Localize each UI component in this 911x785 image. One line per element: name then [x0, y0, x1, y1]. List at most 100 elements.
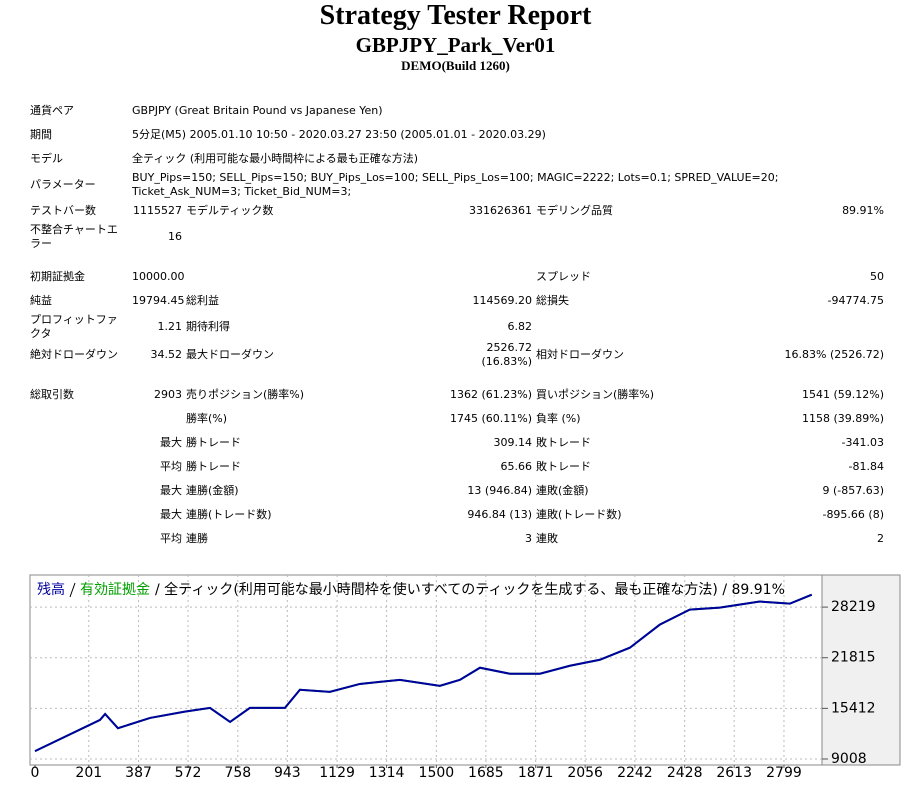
- x-tick-label: 572: [175, 765, 202, 781]
- table-cell: 期間: [30, 128, 52, 141]
- table-row: 最大 連勝(金額) 13 (946.84) 連敗(金額) 9 (-857.63): [28, 479, 886, 503]
- table-cell: 初期証拠金: [30, 270, 85, 283]
- table-cell: 10000.00: [132, 270, 185, 283]
- table-cell: 16: [168, 230, 182, 243]
- y-tick-label: 21815: [831, 650, 876, 666]
- table-cell: 3: [525, 532, 532, 545]
- x-tick-label: 1129: [319, 765, 355, 781]
- table-row: 勝率(%) 1745 (60.11%) 負率 (%) 1158 (39.89%): [28, 407, 886, 431]
- table-cell: GBPJPY (Great Britain Pound vs Japanese …: [132, 104, 383, 117]
- table-cell: プロフィットファクタ: [30, 313, 118, 340]
- table-cell: 1.21: [157, 320, 183, 333]
- table-cell: 敗トレード: [536, 436, 591, 449]
- table-cell: 19794.45: [132, 294, 185, 307]
- report-build: DEMO(Build 1260): [401, 58, 510, 73]
- table-cell: 65.66: [500, 460, 533, 473]
- table-cell: 勝トレード: [186, 436, 241, 449]
- table-cell: 期待利得: [186, 320, 230, 333]
- table-cell: -94774.75: [827, 294, 885, 307]
- table-cell: 9 (-857.63): [822, 484, 885, 497]
- table-cell: モデルティック数: [186, 204, 274, 217]
- y-tick-label: 28219: [831, 599, 876, 615]
- table-cell: 1745 (60.11%): [449, 412, 532, 425]
- table-cell: モデリング品質: [536, 204, 613, 217]
- table-cell: 売りポジション(勝率%): [186, 388, 305, 401]
- table-cell: 50: [870, 270, 885, 283]
- table-row: 総取引数 2903 売りポジション(勝率%) 1362 (61.23%) 買いポジション…: [28, 369, 886, 407]
- x-tick-label: 2428: [667, 765, 703, 781]
- table-row: 最大 連勝(トレード数) 946.84 (13) 連敗(トレード数) -895.66 (…: [28, 503, 886, 527]
- series-line: [34, 593, 813, 753]
- legend-entry: 有効証拠金: [80, 582, 150, 598]
- table-cell: パラメーター: [30, 178, 96, 191]
- table-cell: 1541 (59.12%): [801, 388, 885, 401]
- x-tick-label: 1871: [518, 765, 554, 781]
- table-cell: 連勝(金額): [186, 484, 239, 497]
- legend-entry: 残高: [37, 581, 65, 598]
- table-cell: 16.83% (2526.72): [784, 348, 885, 361]
- x-tick-label: 1314: [369, 765, 405, 781]
- table-cell: 絶対ドローダウン: [30, 348, 118, 361]
- table-cell: -81.84: [848, 460, 885, 473]
- table-cell: 買いポジション(勝率%): [536, 388, 655, 401]
- x-tick-label: 943: [274, 765, 301, 781]
- table-cell: 2: [877, 532, 885, 545]
- table-cell: 総取引数: [30, 388, 74, 401]
- table-cell: 1362 (61.23%): [449, 388, 532, 401]
- table-cell: 最大: [160, 508, 182, 521]
- report-table: 通貨ペア GBPJPY (Great Britain Pound vs Japan…: [28, 99, 886, 551]
- table-cell: モデル: [30, 152, 63, 165]
- table-cell: 946.84 (13): [467, 508, 532, 521]
- table-row: パラメーター BUY_Pips=150; SELL_Pips=150; BUY_P…: [28, 171, 886, 199]
- table-cell: 1115527: [133, 204, 182, 217]
- x-tick-label: 387: [125, 765, 152, 781]
- table-row: プロフィットファクタ 1.21 期待利得 6.82: [28, 313, 886, 341]
- table-cell: 連敗(トレード数): [536, 508, 622, 521]
- table-cell: 敗トレード: [536, 460, 591, 473]
- table-cell: 5分足(M5) 2005.01.10 10:50 - 2020.03.27 23…: [132, 128, 546, 141]
- table-row: 平均 勝トレード 65.66 敗トレード -81.84: [28, 455, 886, 479]
- table-row: 不整合チャートエラー 16: [28, 223, 886, 251]
- table-cell: 連勝(トレード数): [186, 508, 272, 521]
- table-cell: 89.91%: [842, 204, 885, 217]
- table-row: 通貨ペア GBPJPY (Great Britain Pound vs Japan…: [28, 99, 886, 123]
- y-tick-label: 15412: [831, 700, 876, 716]
- table-cell: 全ティック (利用可能な最小時間枠による最も正確な方法): [132, 152, 419, 165]
- plot-area: [29, 574, 823, 766]
- table-cell: 総利益: [186, 294, 219, 307]
- table-cell: 平均: [160, 460, 182, 473]
- table-cell: 負率 (%): [536, 412, 581, 425]
- table-cell: 2526.72 (16.83%): [481, 341, 532, 368]
- table-cell: 純益: [30, 294, 52, 307]
- table-cell: 6.82: [507, 320, 533, 333]
- table-row: 初期証拠金 10000.00 スプレッド 50: [28, 251, 886, 289]
- x-tick-label: 201: [75, 765, 102, 781]
- table-cell: スプレッド: [536, 270, 591, 283]
- table-row: 平均 連勝 3 連敗 2: [28, 527, 886, 551]
- table-cell: 連敗(金額): [536, 484, 589, 497]
- table-cell: BUY_Pips=150; SELL_Pips=150; BUY_Pips_Lo…: [132, 171, 779, 198]
- axis-panel: [821, 574, 901, 766]
- x-tick-label: 2799: [766, 765, 802, 781]
- x-tick-label: 2613: [716, 765, 752, 781]
- x-tick-label: 2056: [567, 765, 603, 781]
- table-cell: 平均: [160, 532, 182, 545]
- x-tick-label: 2242: [617, 765, 653, 781]
- table-cell: 309.14: [493, 436, 533, 449]
- table-cell: 通貨ペア: [30, 104, 74, 117]
- x-tick-label: 1500: [419, 765, 455, 781]
- table-cell: 最大: [160, 484, 182, 497]
- table-cell: 勝率(%): [186, 412, 228, 425]
- report-subtitle: GBPJPY_Park_Ver01: [355, 33, 556, 57]
- chart-caption: / 全ティック(利用可能な最小時間枠を使いすべてのティックを生成する、最も正確な…: [155, 581, 785, 598]
- table-row: テストバー数 1115527 モデルティック数 331626361 モデリング品質 89.…: [28, 199, 886, 223]
- report-title: Strategy Tester Report: [319, 0, 592, 31]
- table-row: モデル 全ティック (利用可能な最小時間枠による最も正確な方法): [28, 147, 886, 171]
- table-cell: 331626361: [469, 204, 532, 217]
- x-tick-label: 1685: [468, 765, 504, 781]
- table-cell: 総損失: [536, 294, 569, 307]
- y-tick-label: 9008: [831, 751, 867, 767]
- table-cell: 最大: [160, 436, 182, 449]
